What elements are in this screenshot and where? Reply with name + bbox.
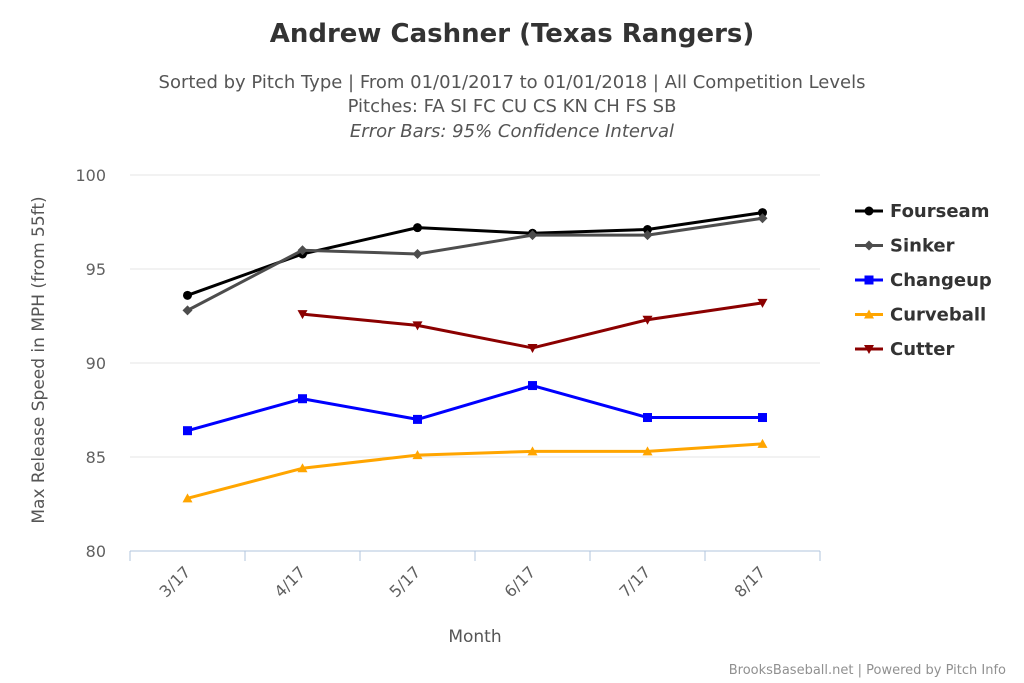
- x-tick-label: 5/17: [385, 562, 424, 601]
- data-point-cutter: [527, 343, 538, 353]
- series-line-cutter: [302, 301, 763, 350]
- data-point-curveball: [412, 450, 423, 460]
- chart-subtitle-line-2: Pitches: FA SI FC CU CS KN CH FS SB: [348, 96, 677, 117]
- x-tick-label: 3/17: [155, 562, 194, 601]
- data-point-changeup: [643, 413, 652, 423]
- y-axis-ticks: 80 85 90 95 100: [75, 166, 106, 561]
- y-tick-label: 90: [86, 354, 106, 373]
- legend-label-cutter: Cutter: [890, 339, 954, 360]
- series-line-changeup: [187, 384, 763, 433]
- data-point-curveball: [527, 446, 538, 456]
- series-line-sinker: [186, 216, 763, 312]
- data-point-sinker: [412, 248, 423, 259]
- data-point-fourseam: [758, 208, 767, 218]
- data-point-changeup: [758, 413, 767, 423]
- legend-label-fourseam: Fourseam: [890, 201, 989, 222]
- grid-lines: [130, 174, 820, 458]
- data-point-changeup: [528, 381, 537, 391]
- data-point-fourseam: [643, 225, 652, 235]
- data-point-fourseam: [183, 290, 192, 300]
- x-axis-label: Month: [448, 627, 501, 647]
- data-point-sinker: [642, 230, 653, 241]
- chart-title: Andrew Cashner (Texas Rangers): [270, 19, 755, 49]
- chart-subtitle-note: Error Bars: 95% Confidence Interval: [350, 121, 674, 142]
- x-tick-label: 7/17: [615, 562, 654, 601]
- data-point-curveball: [642, 446, 653, 456]
- series-curveball: [182, 438, 768, 503]
- legend-item-curveball[interactable]: Curveball: [855, 305, 986, 326]
- series-line-fourseam: [186, 211, 763, 297]
- series-group: [182, 208, 768, 503]
- data-point-curveball: [182, 493, 193, 503]
- data-point-cutter: [297, 310, 308, 320]
- data-point-changeup: [413, 414, 422, 424]
- y-tick-label: 80: [86, 542, 106, 561]
- legend-marker-curveball: [864, 309, 874, 319]
- legend-label-sinker: Sinker: [890, 236, 955, 257]
- series-sinker: [182, 213, 768, 316]
- y-axis-label: Max Release Speed in MPH (from 55ft): [29, 196, 49, 523]
- legend-item-cutter[interactable]: Cutter: [855, 339, 954, 360]
- legend-label-changeup: Changeup: [890, 270, 992, 291]
- data-point-changeup: [298, 394, 307, 404]
- x-tick-label: 6/17: [500, 562, 539, 601]
- data-point-sinker: [527, 230, 538, 241]
- data-point-fourseam: [413, 223, 422, 233]
- y-tick-label: 95: [86, 260, 106, 279]
- data-point-cutter: [412, 321, 423, 331]
- data-point-sinker: [182, 305, 193, 316]
- x-tick-label: 4/17: [270, 562, 309, 601]
- legend[interactable]: Fourseam Sinker Changeup Curveball Cutter: [855, 201, 992, 360]
- data-point-curveball: [297, 463, 308, 473]
- credits-text: BrooksBaseball.net | Powered by Pitch In…: [729, 663, 1006, 678]
- legend-label-curveball: Curveball: [890, 305, 986, 326]
- x-tick-label: 8/17: [730, 562, 769, 601]
- legend-marker-fourseam: [864, 206, 874, 216]
- data-point-changeup: [183, 426, 192, 436]
- x-axis-ticks: 3/17 4/17 5/17 6/17 7/17 8/17: [129, 551, 821, 601]
- y-tick-label: 100: [75, 166, 106, 185]
- data-point-sinker: [757, 213, 768, 224]
- legend-item-fourseam[interactable]: Fourseam: [855, 201, 989, 222]
- series-cutter: [297, 298, 768, 353]
- data-point-cutter: [642, 315, 653, 325]
- legend-item-sinker[interactable]: Sinker: [855, 236, 955, 257]
- data-point-curveball: [757, 438, 768, 448]
- series-changeup: [183, 381, 767, 436]
- data-point-cutter: [757, 298, 768, 308]
- y-tick-label: 85: [86, 448, 106, 467]
- data-point-sinker: [297, 245, 308, 256]
- legend-marker-changeup: [864, 275, 874, 285]
- legend-marker-cutter: [864, 345, 874, 354]
- series-line-curveball: [187, 442, 763, 500]
- legend-marker-sinker: [864, 240, 874, 251]
- chart-subtitle-line-1: Sorted by Pitch Type | From 01/01/2017 t…: [159, 72, 866, 93]
- legend-item-changeup[interactable]: Changeup: [855, 270, 992, 291]
- series-fourseam: [183, 208, 767, 300]
